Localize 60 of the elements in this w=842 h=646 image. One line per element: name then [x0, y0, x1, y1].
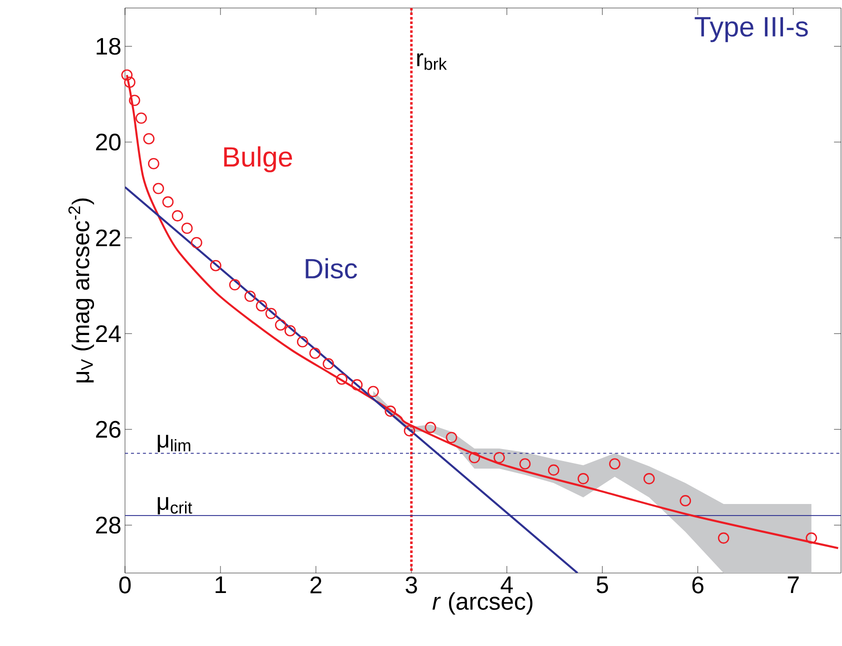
- y-tick-label: 24: [96, 325, 121, 342]
- point: [806, 532, 818, 544]
- point: [309, 348, 321, 359]
- point: [336, 373, 348, 385]
- point: [384, 406, 396, 417]
- point: [680, 495, 692, 506]
- x-axis-title: r (arcsec): [432, 592, 532, 615]
- y-axis-title: μ$_{V}$ (mag arcsec$^{-2}$): [68, 198, 94, 382]
- y-tick-label: 18: [96, 38, 120, 55]
- x-tick-label: 0: [119, 576, 131, 594]
- point: [229, 279, 240, 290]
- y-tick-label: 22: [96, 229, 120, 246]
- point: [718, 532, 730, 544]
- point: [256, 300, 268, 312]
- point: [446, 432, 458, 444]
- x-tick-label: 6: [692, 576, 704, 594]
- x-tick-label: 7: [788, 576, 799, 593]
- point: [404, 425, 416, 436]
- ref-line-label: μ$_{crit}$: [158, 497, 192, 514]
- point: [152, 182, 164, 194]
- x-tick-label: 1: [216, 576, 226, 593]
- x-tick-label: 3: [406, 576, 417, 594]
- point: [190, 236, 202, 248]
- x-tick-label: 2: [310, 576, 322, 594]
- point: [121, 69, 133, 81]
- point: [643, 473, 655, 484]
- point: [124, 76, 136, 88]
- series-label: Disc: [306, 258, 358, 279]
- point: [548, 464, 560, 476]
- ref-line-label: r$_{brk}$: [417, 53, 447, 70]
- point: [181, 222, 193, 234]
- point: [128, 94, 140, 106]
- point: [424, 422, 436, 434]
- point: [162, 196, 174, 208]
- point: [148, 158, 160, 170]
- ref-line-label: μ$_{lim}$: [158, 434, 190, 452]
- x-tick-label: 5: [596, 576, 608, 594]
- y-tick-label: 26: [96, 420, 120, 438]
- y-tick-label: 28: [96, 516, 120, 534]
- text: Bulge: [224, 146, 292, 172]
- point: [172, 210, 184, 222]
- point: [494, 452, 505, 464]
- point: [143, 133, 155, 144]
- point: [265, 308, 277, 320]
- y-tick-label: 20: [96, 134, 121, 151]
- point: [296, 336, 308, 348]
- point: [351, 379, 363, 390]
- x-tick-label: 4: [500, 576, 513, 593]
- point: [468, 452, 480, 464]
- point: [578, 473, 589, 484]
- point: [244, 290, 256, 302]
- point: [322, 358, 334, 370]
- point: [609, 458, 620, 470]
- point: [519, 458, 531, 470]
- point: [210, 260, 222, 272]
- point: [284, 325, 296, 336]
- point: [136, 112, 147, 124]
- point: [274, 319, 286, 331]
- point: [368, 386, 379, 398]
- annotation: Type III-s: [694, 17, 808, 42]
